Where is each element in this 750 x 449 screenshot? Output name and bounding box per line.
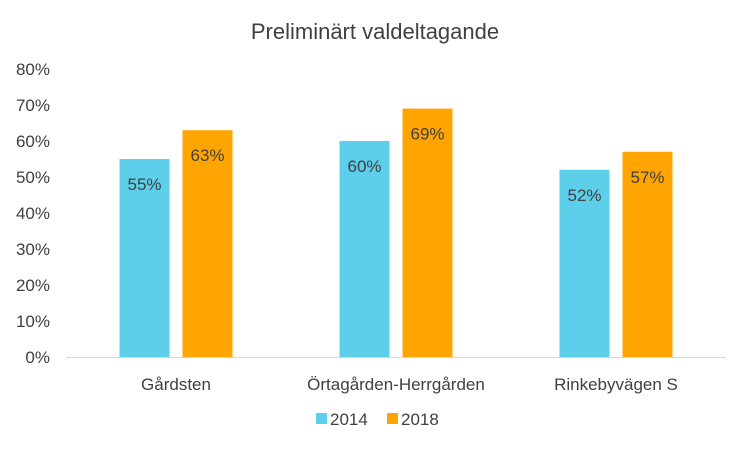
bar-2018-2 [622, 151, 673, 357]
legend-swatch-2018 [387, 413, 398, 424]
data-label: 69% [410, 125, 444, 144]
category-labels: Gårdsten Örtagården-Herrgården Rinkebyväge… [141, 375, 678, 394]
bar-2014-2 [559, 169, 610, 357]
y-tick-label: 80% [16, 60, 50, 79]
data-label: 55% [127, 175, 161, 194]
legend-swatch-2014 [316, 413, 327, 424]
bar-2018-0 [182, 130, 233, 357]
category-label: Örtagården-Herrgården [307, 375, 485, 394]
legend-label: 2014 [330, 410, 368, 429]
y-tick-label: 40% [16, 204, 50, 223]
data-label: 60% [347, 157, 381, 176]
y-tick-label: 70% [16, 96, 50, 115]
category-label: Rinkebyvägen S [554, 375, 678, 394]
y-tick-label: 30% [16, 240, 50, 259]
bar-2018-1 [402, 108, 453, 357]
chart-title: Preliminärt valdeltagande [251, 19, 499, 44]
bars: 55% 63% 60% 69% 52% 57% [119, 108, 673, 357]
y-tick-label: 0% [25, 348, 50, 367]
data-label: 63% [190, 146, 224, 165]
y-axis: 0% 10% 20% 30% 40% 50% 60% 70% 80% [16, 60, 50, 367]
bar-2014-0 [119, 159, 170, 357]
data-label: 57% [630, 168, 664, 187]
legend: 2014 2018 [316, 410, 439, 429]
legend-label: 2018 [401, 410, 439, 429]
y-tick-label: 10% [16, 312, 50, 331]
data-label: 52% [567, 186, 601, 205]
y-tick-label: 60% [16, 132, 50, 151]
category-label: Gårdsten [141, 375, 211, 394]
y-tick-label: 50% [16, 168, 50, 187]
bar-2014-1 [339, 141, 390, 357]
y-tick-label: 20% [16, 276, 50, 295]
